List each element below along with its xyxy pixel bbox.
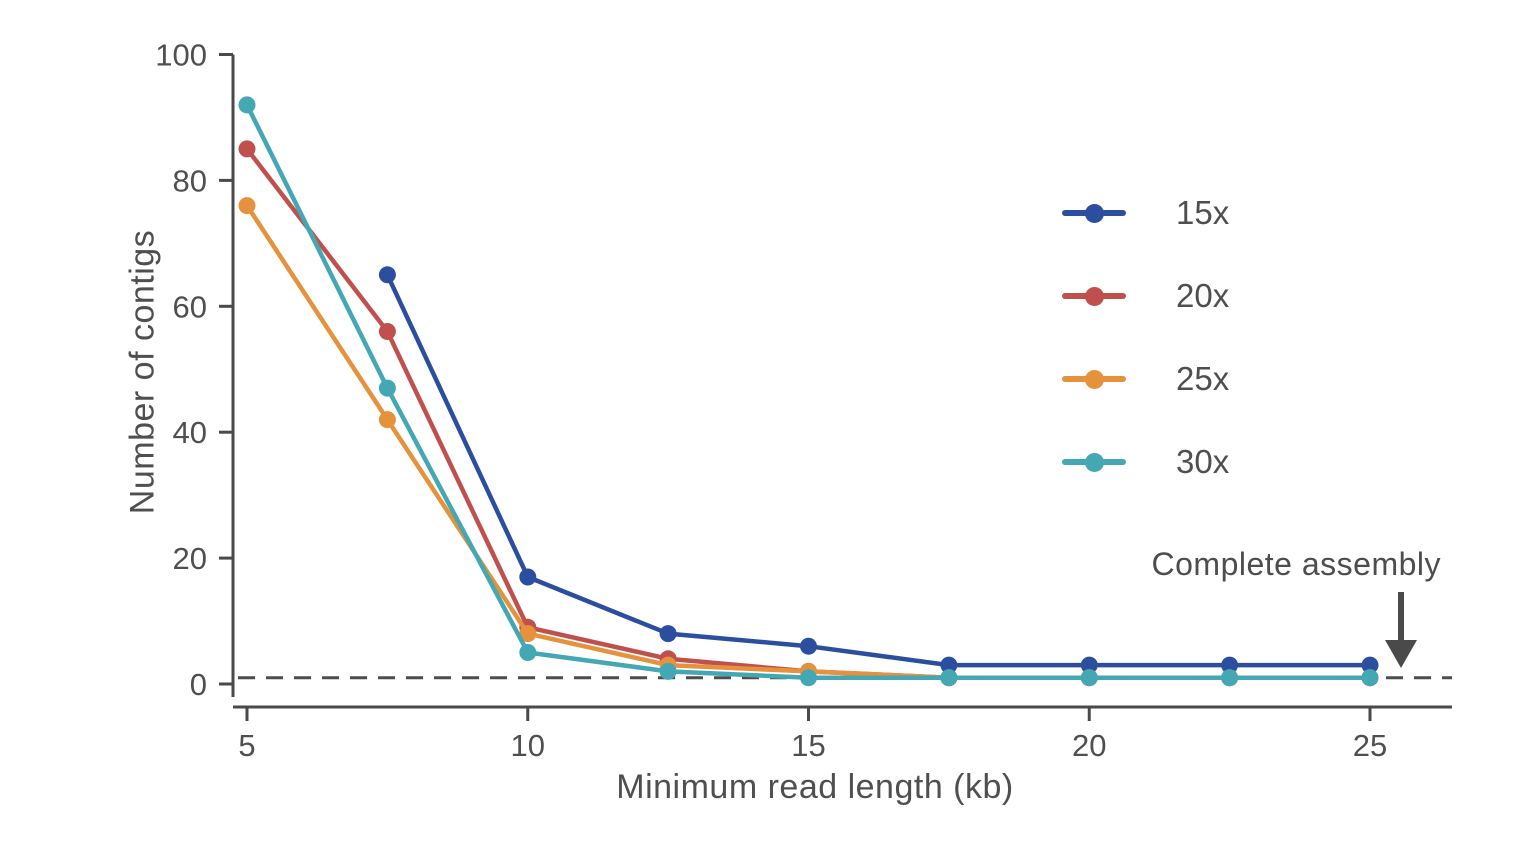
data-point-15x <box>800 637 817 655</box>
legend-label: 25x <box>1176 360 1230 397</box>
legend: 15x 20x 25x 30x <box>1062 194 1230 480</box>
y-tick-label: 80 <box>173 163 207 198</box>
data-point-15x <box>940 656 958 674</box>
data-point-30x <box>940 669 958 687</box>
legend-item-30x: 30x <box>1062 443 1230 480</box>
data-point-25x <box>378 411 396 429</box>
legend-label: 30x <box>1176 443 1230 480</box>
data-point-30x <box>519 644 537 661</box>
legend-marker-30x-icon <box>1062 445 1126 479</box>
legend-marker-25x-icon <box>1062 362 1126 396</box>
data-point-20x <box>378 323 396 340</box>
y-tick-label: 60 <box>173 289 207 324</box>
data-point-15x <box>1361 656 1379 674</box>
data-point-15x <box>659 625 677 643</box>
data-point-30x <box>1361 669 1379 687</box>
y-tick-label: 40 <box>173 415 207 450</box>
x-tick-label: 15 <box>791 728 825 763</box>
data-point-30x <box>238 96 256 114</box>
legend-item-25x: 25x <box>1062 360 1230 397</box>
data-point-30x <box>659 662 677 680</box>
arrow-head-icon <box>1385 640 1417 668</box>
x-tick-label: 25 <box>1353 728 1387 763</box>
legend-label: 20x <box>1176 277 1230 314</box>
x-tick-label: 10 <box>511 728 545 763</box>
legend-item-15x: 15x <box>1062 194 1230 231</box>
x-tick-label: 20 <box>1072 728 1106 763</box>
x-tick-label: 5 <box>238 728 255 763</box>
y-axis-label: Number of contigs <box>123 229 162 515</box>
legend-marker-15x-icon <box>1062 196 1126 230</box>
y-tick-label: 20 <box>173 541 207 576</box>
data-point-15x <box>1221 656 1239 674</box>
y-tick-label: 0 <box>190 667 207 702</box>
legend-marker-20x-icon <box>1062 279 1126 313</box>
complete-assembly-annotation: Complete assembly <box>1151 546 1441 582</box>
y-tick-label: 100 <box>155 38 207 73</box>
data-point-20x <box>238 140 256 158</box>
data-point-25x <box>238 197 256 215</box>
data-point-30x <box>1080 669 1098 687</box>
legend-item-20x: 20x <box>1062 277 1230 314</box>
data-point-30x <box>1221 669 1239 687</box>
data-point-15x <box>1080 656 1098 674</box>
data-point-25x <box>519 625 537 643</box>
data-point-15x <box>378 266 396 284</box>
x-axis-label: Minimum read length (kb) <box>616 768 1014 806</box>
data-point-30x <box>800 669 817 687</box>
data-point-30x <box>378 379 396 397</box>
data-point-15x <box>519 568 537 586</box>
legend-label: 15x <box>1176 194 1230 231</box>
series-line-15x <box>385 272 1373 668</box>
